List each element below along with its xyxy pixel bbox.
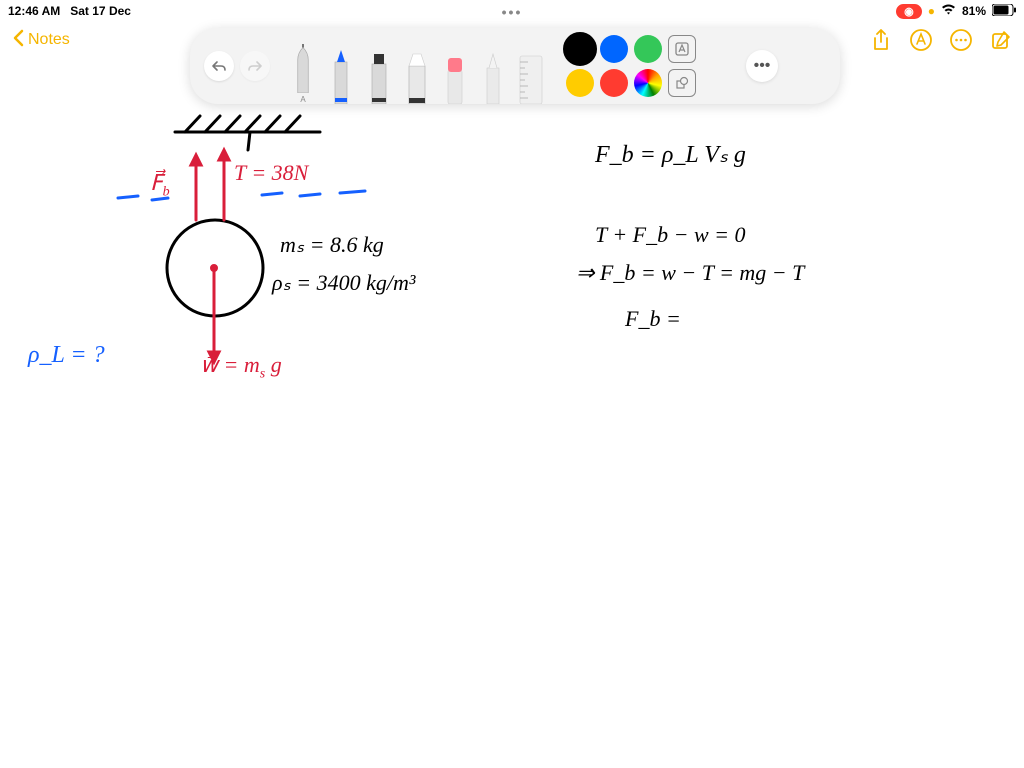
label-fb: F⃗b xyxy=(150,170,170,200)
screen-record-pill[interactable]: ◉ xyxy=(896,4,922,19)
orientation-lock-icon: ● xyxy=(928,4,935,18)
battery-percent: 81% xyxy=(962,4,986,18)
notch-handle-icon: ••• xyxy=(502,4,523,20)
record-icon: ◉ xyxy=(904,5,914,18)
shapes-button[interactable] xyxy=(668,69,696,97)
chisel-tool[interactable] xyxy=(400,44,434,104)
color-palette xyxy=(566,35,730,97)
toolbar-more-button[interactable]: ••• xyxy=(746,50,778,82)
eq-fb-formula: F_b = ρ_L Vₛ g xyxy=(595,140,746,169)
color-wheel[interactable] xyxy=(634,69,662,97)
more-icon[interactable] xyxy=(950,29,972,51)
chevron-left-icon xyxy=(12,29,24,52)
compose-icon[interactable] xyxy=(990,29,1012,51)
label-ms: mₛ = 8.6 kg xyxy=(280,232,384,258)
color-blue[interactable] xyxy=(600,35,628,63)
label-tension: T = 38N xyxy=(234,160,308,186)
markup-icon[interactable] xyxy=(910,29,932,51)
text-format-button[interactable] xyxy=(668,35,696,63)
color-green[interactable] xyxy=(634,35,662,63)
share-icon[interactable] xyxy=(870,29,892,51)
highlighter-tool[interactable] xyxy=(362,44,396,104)
color-black[interactable] xyxy=(563,32,597,66)
back-button[interactable]: Notes xyxy=(12,29,70,52)
eq-equilibrium: T + F_b − w = 0 xyxy=(595,222,746,248)
eraser-tool[interactable] xyxy=(438,44,472,104)
undo-button[interactable] xyxy=(204,51,234,81)
markup-toolbar: A ••• xyxy=(190,28,840,104)
pen-tool[interactable]: A xyxy=(286,44,320,104)
status-time: 12:46 AM xyxy=(8,4,60,18)
status-bar: 12:46 AM Sat 17 Dec ••• ◉ ● 81% xyxy=(0,0,1024,22)
handwriting-canvas xyxy=(0,0,1024,768)
redo-button[interactable] xyxy=(240,51,270,81)
lasso-tool[interactable] xyxy=(476,44,510,104)
color-red[interactable] xyxy=(600,69,628,97)
eq-solve-fb: ⇒ F_b = w − T = mg − T xyxy=(576,260,804,286)
ruler-tool[interactable] xyxy=(514,44,548,104)
back-label: Notes xyxy=(28,31,70,49)
label-weight: w⃗ = ms g xyxy=(200,352,282,382)
status-date: Sat 17 Dec xyxy=(70,4,131,18)
pen-label: A xyxy=(300,95,305,104)
marker-tool-blue[interactable] xyxy=(324,44,358,104)
eq-fb-equals: F_b = xyxy=(625,306,681,332)
label-rho-s: ρₛ = 3400 kg/m³ xyxy=(272,270,415,296)
battery-icon xyxy=(992,4,1016,19)
color-yellow[interactable] xyxy=(566,69,594,97)
wifi-icon xyxy=(941,4,956,18)
label-rho-l: ρ_L = ? xyxy=(28,342,105,369)
